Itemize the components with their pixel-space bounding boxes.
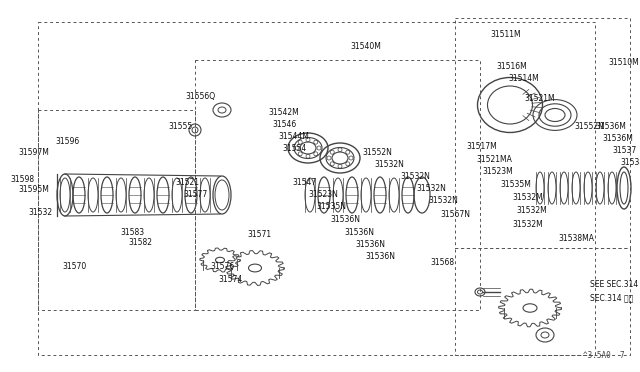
Text: 31536N: 31536N	[355, 240, 385, 249]
Text: 31582: 31582	[128, 238, 152, 247]
Text: 31547: 31547	[292, 178, 316, 187]
Text: 31583: 31583	[120, 228, 144, 237]
Text: 31552M: 31552M	[574, 122, 605, 131]
Text: 31532N: 31532N	[416, 184, 446, 193]
Text: 31535M: 31535M	[500, 180, 531, 189]
Text: 31568: 31568	[430, 258, 454, 267]
Text: 31536M: 31536M	[602, 134, 633, 143]
Text: 31576: 31576	[210, 262, 234, 271]
Text: 31597M: 31597M	[18, 148, 49, 157]
Text: SEE SEC.314: SEE SEC.314	[590, 280, 638, 289]
Text: 31536N: 31536N	[344, 228, 374, 237]
Text: 31567N: 31567N	[440, 210, 470, 219]
Text: 31546: 31546	[272, 120, 296, 129]
Text: 31556Q: 31556Q	[185, 92, 215, 101]
Text: 31570: 31570	[62, 262, 86, 271]
Text: 31595M: 31595M	[18, 185, 49, 194]
Text: 31544M: 31544M	[278, 132, 309, 141]
Text: 31514M: 31514M	[508, 74, 539, 83]
Text: SEC.314 参照: SEC.314 参照	[590, 293, 633, 302]
Text: 31510M: 31510M	[608, 58, 639, 67]
Text: 31542M: 31542M	[268, 108, 299, 117]
Text: 31521M: 31521M	[524, 94, 555, 103]
Text: 31517M: 31517M	[466, 142, 497, 151]
Text: 31523N: 31523N	[308, 190, 338, 199]
Text: 31540M: 31540M	[350, 42, 381, 51]
Text: 31538MA: 31538MA	[558, 234, 594, 243]
Text: 31532M: 31532M	[516, 206, 547, 215]
Text: 31532N: 31532N	[428, 196, 458, 205]
Text: ^3.5A0  7: ^3.5A0 7	[584, 351, 625, 360]
Text: 31523M: 31523M	[482, 167, 513, 176]
Text: 31552N: 31552N	[362, 148, 392, 157]
Text: 31532M: 31532M	[512, 220, 543, 229]
Text: 31521: 31521	[175, 178, 199, 187]
Text: 31521MA: 31521MA	[476, 155, 512, 164]
Text: 31516M: 31516M	[496, 62, 527, 71]
Text: 31532N: 31532N	[400, 172, 430, 181]
Text: 31538M: 31538M	[620, 158, 640, 167]
Text: 31536M: 31536M	[595, 122, 626, 131]
Text: 31532N: 31532N	[374, 160, 404, 169]
Text: 31574: 31574	[218, 275, 243, 284]
Text: 31536N: 31536N	[330, 215, 360, 224]
Text: 31536N: 31536N	[365, 252, 395, 261]
Text: 31598: 31598	[10, 175, 34, 184]
Text: 31571: 31571	[247, 230, 271, 239]
Text: 31532M: 31532M	[512, 193, 543, 202]
Text: 31577: 31577	[183, 190, 207, 199]
Text: 31535N: 31535N	[316, 202, 346, 211]
Text: 31537: 31537	[612, 146, 636, 155]
Text: 31532: 31532	[28, 208, 52, 217]
Text: 31596: 31596	[55, 137, 79, 146]
Text: 31555: 31555	[168, 122, 192, 131]
Text: 31511M: 31511M	[490, 30, 520, 39]
Text: 31554: 31554	[282, 144, 307, 153]
